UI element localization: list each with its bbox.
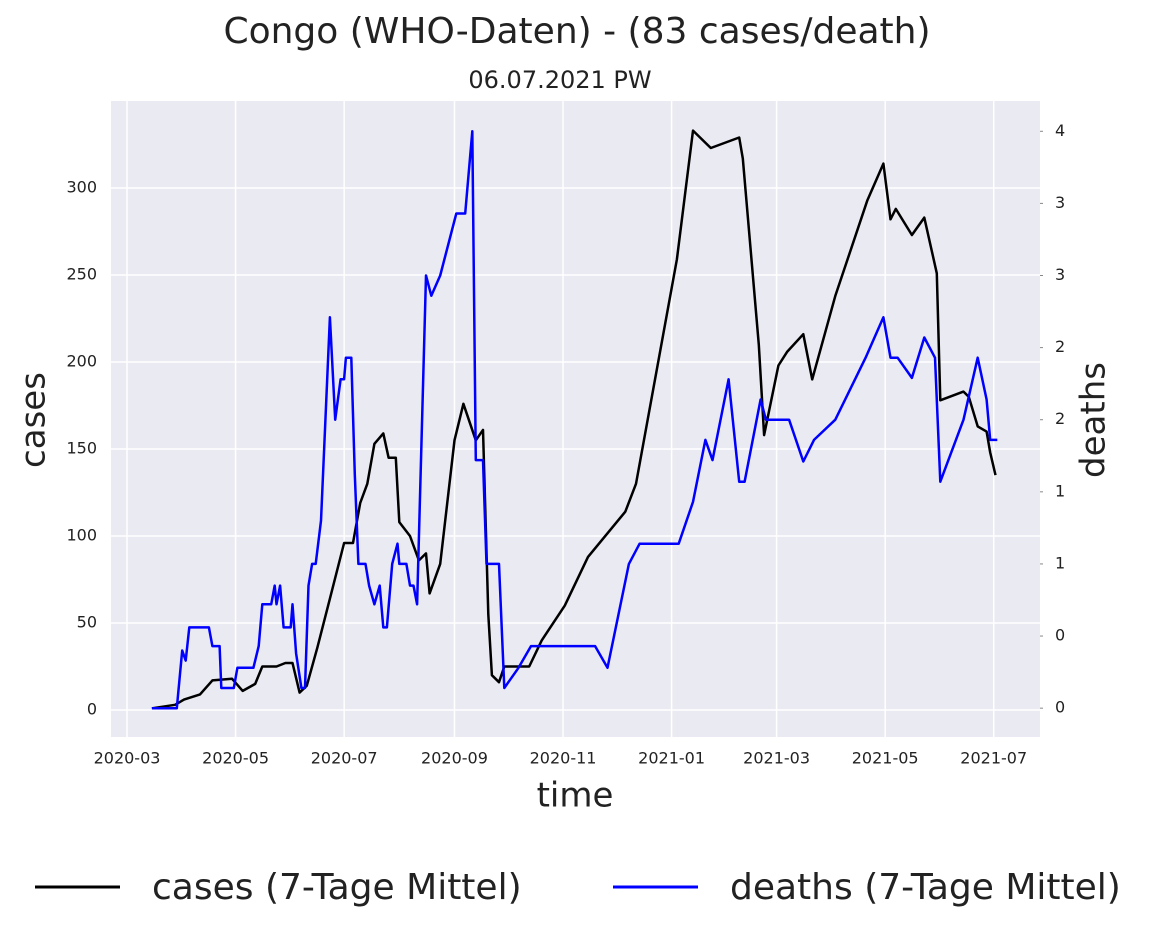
x-tick-label: 2020-11 bbox=[530, 749, 597, 768]
legend-label: cases (7-Tage Mittel) bbox=[152, 867, 522, 908]
data-line bbox=[151, 130, 998, 710]
y-tick-label: 0 bbox=[87, 700, 97, 719]
x-tick-label: 2020-07 bbox=[311, 749, 378, 768]
y-tick-label: 150 bbox=[66, 439, 97, 458]
x-tick-label: 2020-03 bbox=[94, 749, 161, 768]
y2-tick-label: 1 bbox=[1055, 481, 1065, 500]
data-line bbox=[151, 129, 997, 710]
y2-tick-label: 4 bbox=[1055, 121, 1065, 140]
x-tick-label: 2021-07 bbox=[960, 749, 1027, 768]
y2-tick-label: 1 bbox=[1055, 553, 1065, 572]
y-tick-label: 200 bbox=[66, 352, 97, 371]
y-tick-label: 250 bbox=[66, 265, 97, 284]
y2-tick-label: 2 bbox=[1055, 409, 1065, 428]
y2-tick-label: 0 bbox=[1055, 698, 1065, 717]
y2-tick-label: 3 bbox=[1055, 265, 1065, 284]
x-tick-label: 2021-01 bbox=[638, 749, 705, 768]
y2-tick-label: 3 bbox=[1055, 193, 1065, 212]
x-tick-label: 2020-09 bbox=[421, 749, 488, 768]
x-axis-label: time bbox=[537, 776, 614, 816]
chart-subtitle: 06.07.2021 PW bbox=[468, 66, 651, 94]
y2-tick-label: 2 bbox=[1055, 337, 1065, 356]
y-axis-label: cases bbox=[14, 372, 54, 468]
x-tick-label: 2021-05 bbox=[852, 749, 919, 768]
chart-title: Congo (WHO-Daten) - (83 cases/death) bbox=[223, 11, 930, 52]
y-tick-label: 100 bbox=[66, 526, 97, 545]
y2-tick-label: 0 bbox=[1055, 626, 1065, 645]
legend-label: deaths (7-Tage Mittel) bbox=[730, 867, 1121, 908]
y-tick-label: 300 bbox=[66, 178, 97, 197]
x-tick-label: 2021-03 bbox=[743, 749, 810, 768]
y-tick-label: 50 bbox=[77, 613, 97, 632]
x-tick-label: 2020-05 bbox=[202, 749, 269, 768]
y2-axis-label: deaths bbox=[1074, 362, 1114, 478]
plot-area bbox=[111, 101, 1040, 737]
